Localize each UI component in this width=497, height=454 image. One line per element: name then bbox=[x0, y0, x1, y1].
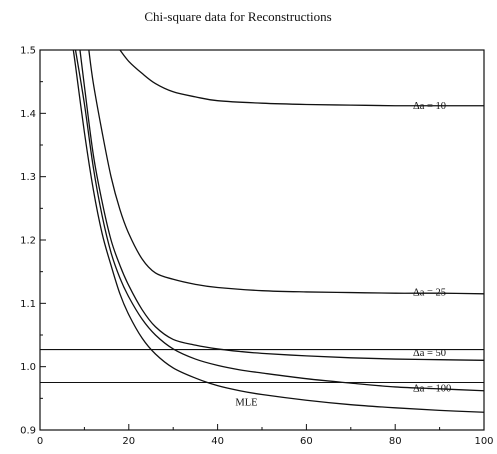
y-tick-label: 1.2 bbox=[20, 236, 36, 247]
series-line-5 bbox=[72, 49, 485, 413]
x-tick-label: 80 bbox=[389, 436, 402, 447]
x-tick-label: 20 bbox=[122, 436, 135, 447]
y-tick-label: 1.1 bbox=[20, 299, 36, 310]
annotation-label: Δa = 10 bbox=[413, 101, 446, 112]
plot-area: 0 20 40 60 80 100 0.9 1.0 1.1 1.2 1.3 1.4 1.5 Δa = 1… bbox=[20, 46, 493, 448]
series-line-4 bbox=[74, 49, 485, 392]
series-line-3 bbox=[79, 49, 485, 361]
y-tick-label: 1.5 bbox=[20, 46, 36, 57]
x-tick-label: 100 bbox=[474, 436, 493, 447]
x-tick-label: 60 bbox=[300, 436, 313, 447]
x-tick-label: 40 bbox=[211, 436, 224, 447]
y-tick-label: 0.9 bbox=[20, 426, 36, 437]
y-tick-label: 1.3 bbox=[20, 172, 36, 183]
y-tick-label: 1.0 bbox=[20, 362, 36, 373]
annotation-label: MLE bbox=[235, 398, 257, 409]
series-line-2 bbox=[88, 49, 485, 295]
x-tick-label: 0 bbox=[37, 436, 43, 447]
annotation-label: Δa = 50 bbox=[413, 348, 446, 359]
series-line-1 bbox=[119, 49, 484, 107]
y-tick-label: 1.4 bbox=[20, 109, 36, 120]
annotation-label: Δa = 100 bbox=[413, 384, 451, 395]
chart-title: Chi-square data for Reconstructions bbox=[144, 9, 331, 24]
annotation-label: Δa = 25 bbox=[413, 287, 446, 298]
